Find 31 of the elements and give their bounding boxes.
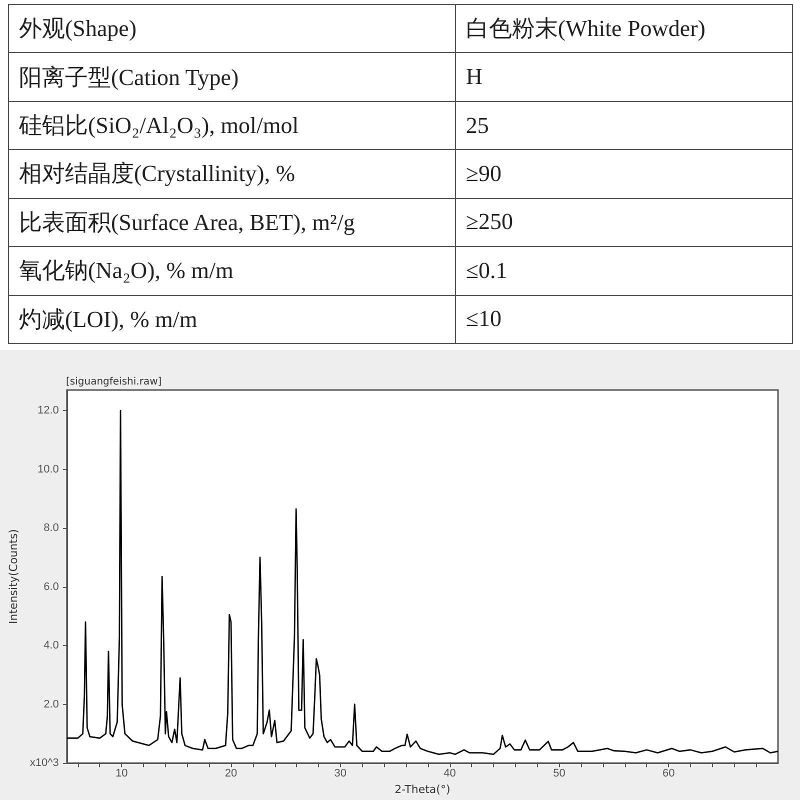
- text: ≤10: [455, 295, 792, 344]
- x-axis-title: 2-Theta(°): [394, 783, 450, 796]
- text: ≤0.1: [455, 246, 792, 296]
- x-tick-label: 30: [334, 768, 347, 780]
- text: 阳离子型(Cation Type): [8, 52, 456, 102]
- y-tick-label: 8.0: [44, 522, 59, 534]
- text: 外观(Shape): [8, 4, 456, 53]
- text: 25: [455, 101, 792, 150]
- line-series: [66, 410, 779, 755]
- text: ≥250: [455, 198, 792, 247]
- chart-title: [siguangfeishi.raw]: [66, 376, 162, 388]
- y-tick-label: 6.0: [44, 580, 59, 593]
- y-tick-label: x10^3: [30, 757, 59, 770]
- text: ≥90: [455, 150, 792, 198]
- y-tick-label: 12.0: [37, 404, 59, 417]
- x-tick-label: 60: [662, 768, 675, 780]
- x-tick-label: 10: [115, 768, 128, 780]
- y-tick-label: 2.0: [44, 698, 59, 710]
- y-tick-label: 4.0: [44, 640, 59, 652]
- x-tick-label: 40: [444, 768, 456, 780]
- y-axis-title: Intensity(Counts): [7, 529, 20, 624]
- text: 氧化钠(Na₂O), % m/m: [8, 246, 456, 296]
- x-tick-label: 50: [553, 768, 566, 780]
- text: 白色粉末(White Powder): [455, 4, 792, 53]
- text: 比表面积(Surface Area, BET), m²/g: [8, 198, 456, 247]
- text: H: [455, 52, 792, 102]
- text: 相对结晶度(Crystallinity), %: [8, 150, 456, 198]
- y-tick-label: 10.0: [37, 463, 59, 476]
- x-tick-label: 20: [224, 768, 238, 780]
- text: 硅铝比(SiO₂/Al₂O₃), mol/mol: [8, 101, 456, 150]
- text: 灼减(LOI), % m/m: [8, 295, 456, 344]
